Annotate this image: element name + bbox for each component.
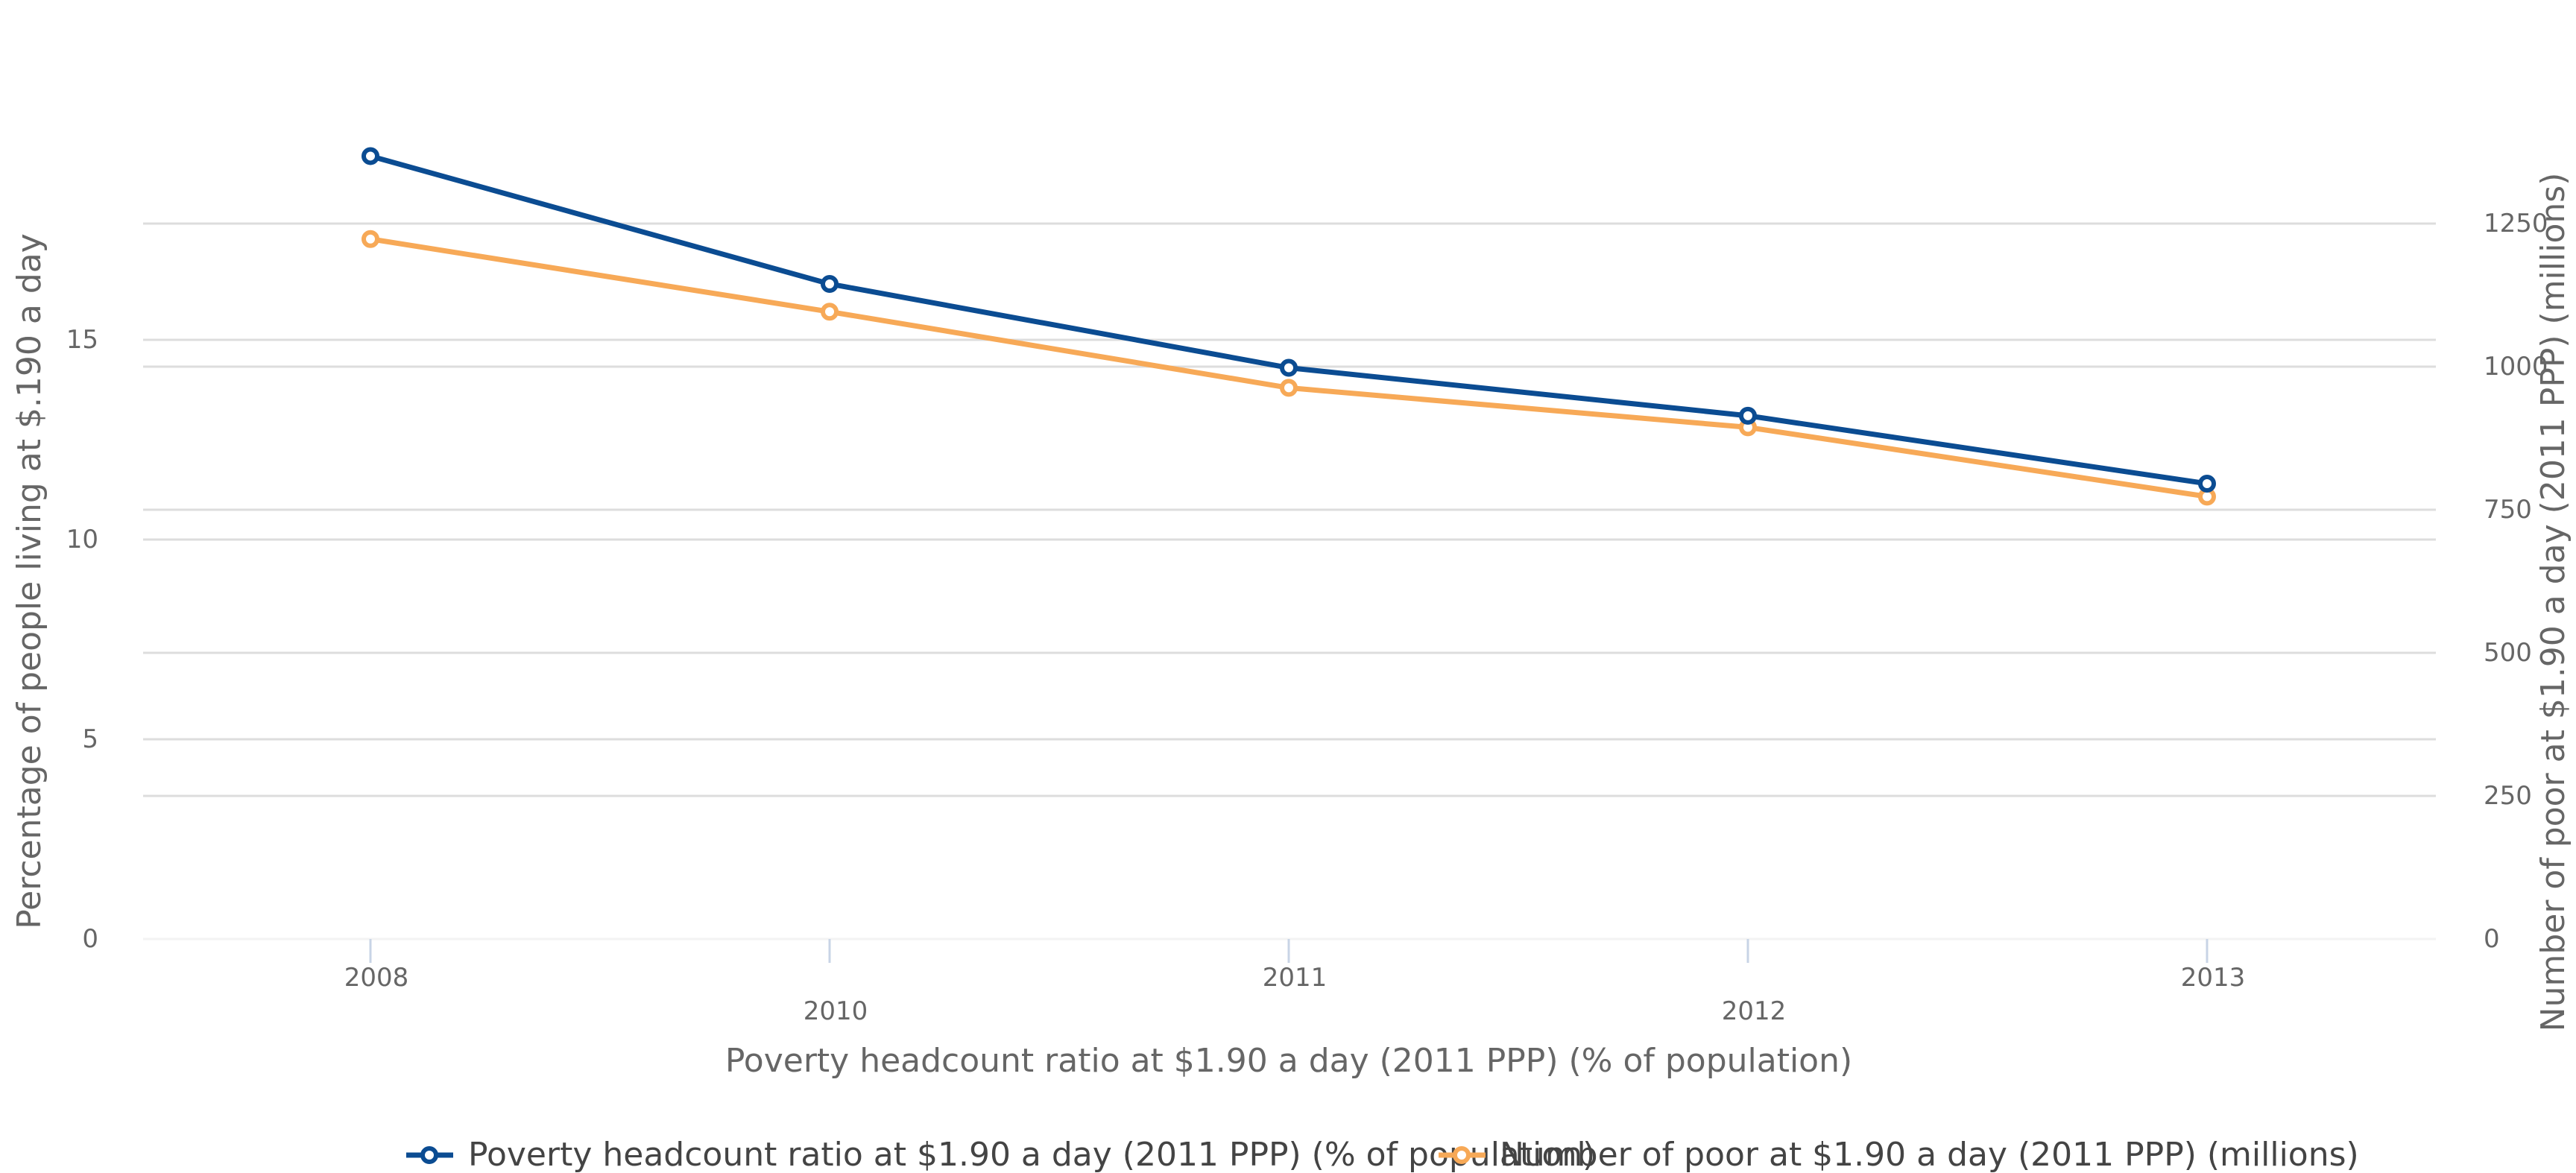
y-left-tick-label: 5 [82, 724, 98, 754]
series-1-point[interactable] [1739, 406, 1757, 425]
x-tick-label: 2013 [2181, 963, 2246, 993]
y-axis-left-title: Percentage of people living at $.190 a d… [10, 233, 48, 929]
legend-swatch-marker [420, 1146, 438, 1164]
x-tick-label: 2012 [1722, 996, 1787, 1026]
y-axis-right-ticks: 0 250 500 750 1000 1250 [2484, 209, 2548, 954]
x-tick-label: 2010 [804, 996, 868, 1026]
gridlines [143, 222, 2436, 940]
y-left-tick-label: 10 [66, 525, 98, 554]
legend: Poverty headcount ratio at $1.90 a day (… [406, 1136, 2359, 1173]
series-2-point[interactable] [362, 230, 379, 248]
y-axis-left-ticks: 0 5 10 15 [66, 325, 98, 954]
series-1-point[interactable] [2198, 474, 2216, 493]
y-right-tick-label: 750 [2484, 495, 2532, 525]
legend-label-series-1: Poverty headcount ratio at $1.90 a day (… [468, 1136, 1595, 1173]
legend-swatch-marker [1453, 1146, 1471, 1164]
y-right-tick-label: 250 [2484, 781, 2532, 811]
x-tick-label: 2008 [344, 963, 409, 993]
series-2-point[interactable] [821, 303, 839, 321]
series-2-point[interactable] [1280, 379, 1298, 397]
series-1-point[interactable] [362, 147, 379, 165]
y-right-tick-label: 500 [2484, 638, 2532, 668]
series-1-point[interactable] [821, 274, 839, 293]
y-right-tick-label: 1250 [2484, 209, 2548, 238]
series-1-point[interactable] [1280, 358, 1298, 377]
y-left-tick-label: 0 [82, 924, 98, 954]
y-right-tick-label: 0 [2484, 924, 2500, 954]
x-tick-label: 2011 [1263, 963, 1328, 993]
legend-label-series-2: Number of poor at $1.90 a day (2011 PPP)… [1500, 1136, 2359, 1173]
x-axis-title: Poverty headcount ratio at $1.90 a day (… [725, 1042, 1852, 1080]
y-left-tick-label: 15 [66, 325, 98, 355]
series [362, 147, 2216, 506]
x-axis-ticks: 2008 2010 2011 2012 2013 [344, 939, 2246, 1026]
legend-item-series-2[interactable]: Number of poor at $1.90 a day (2011 PPP)… [1439, 1136, 2359, 1173]
y-right-tick-label: 1000 [2484, 352, 2548, 382]
series-line-1 [367, 153, 2210, 487]
legend-item-series-1[interactable]: Poverty headcount ratio at $1.90 a day (… [406, 1136, 1595, 1173]
y-axis-right-title: Number of poor at $1.90 a day (2011 PPP)… [2534, 173, 2572, 1032]
